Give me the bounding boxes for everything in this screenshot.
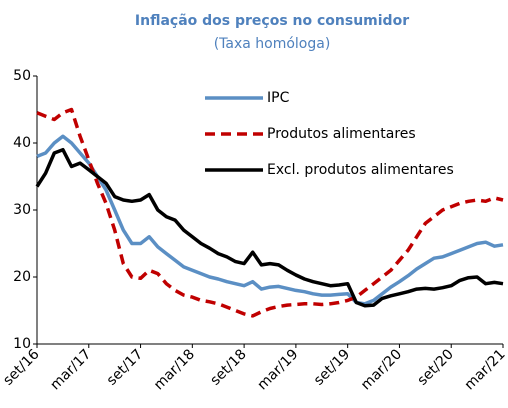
x-tick-label: set/16 bbox=[0, 346, 42, 388]
series-line bbox=[35, 147, 504, 308]
series-line bbox=[36, 134, 504, 306]
x-tick-label: mar/18 bbox=[151, 346, 198, 393]
x-tick-label: mar/21 bbox=[462, 346, 508, 393]
x-tick-label: mar/20 bbox=[358, 346, 405, 393]
y-tick-label: 30 bbox=[13, 202, 31, 218]
x-tick-label: set/18 bbox=[207, 346, 249, 388]
x-tick-label: mar/19 bbox=[255, 346, 302, 393]
x-tick-label: set/20 bbox=[414, 346, 456, 388]
y-tick-label: 10 bbox=[13, 336, 31, 352]
chart-title: Inflação dos preços no consumidor bbox=[135, 13, 409, 29]
y-tick-label: 20 bbox=[13, 269, 31, 285]
chart-subtitle: (Taxa homóloga) bbox=[214, 36, 331, 52]
x-tick-label: mar/17 bbox=[47, 346, 94, 393]
x-tick-label: set/19 bbox=[311, 346, 353, 388]
legend-label: Excl. produtos alimentares bbox=[267, 162, 454, 178]
y-tick-label: 50 bbox=[13, 68, 31, 84]
legend-label: Produtos alimentares bbox=[267, 126, 416, 142]
series-line bbox=[36, 107, 504, 318]
legend-label: IPC bbox=[267, 90, 290, 106]
y-tick-label: 40 bbox=[13, 135, 31, 151]
x-tick-label: set/17 bbox=[104, 346, 146, 388]
